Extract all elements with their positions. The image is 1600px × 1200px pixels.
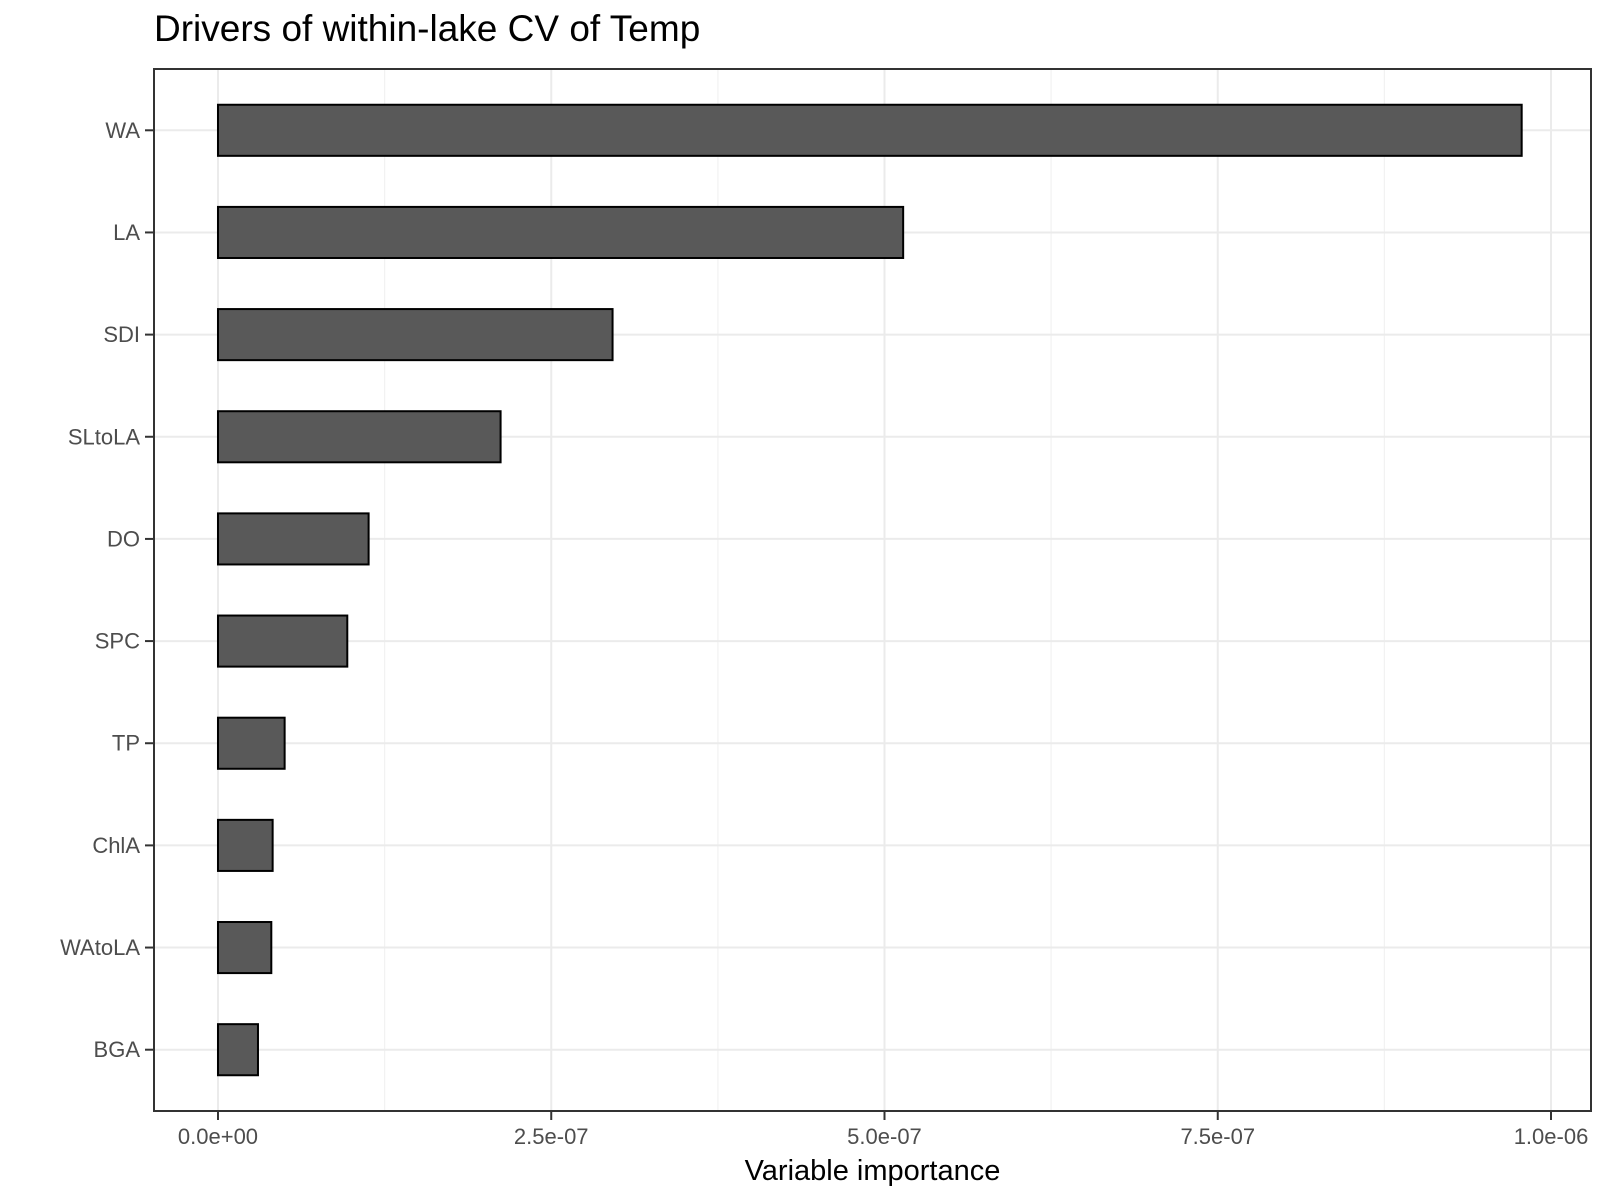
y-axis: WA LA SDI SLtoLA DO SPC TP ChlA WAtoLA BGA bbox=[60, 118, 154, 1062]
x-tick-label: 7.5e-07 bbox=[1180, 1124, 1255, 1149]
x-tick-label: 2.5e-07 bbox=[514, 1124, 589, 1149]
y-tick-label: SDI bbox=[103, 322, 140, 347]
bar-chla bbox=[216, 818, 274, 872]
bar-spc bbox=[216, 614, 349, 668]
y-tick-label: DO bbox=[107, 526, 140, 551]
x-axis-title: Variable importance bbox=[745, 1155, 1001, 1187]
y-tick-label: LA bbox=[113, 220, 140, 245]
y-tick-label: BGA bbox=[94, 1037, 141, 1062]
bar-la bbox=[216, 205, 905, 259]
bar-tp bbox=[216, 716, 286, 770]
bar-sltola bbox=[216, 410, 502, 464]
panel-border bbox=[153, 68, 1592, 1112]
bar-layer bbox=[216, 103, 1523, 1077]
y-tick-label: SLtoLA bbox=[68, 424, 140, 449]
x-tick-label: 0.0e+00 bbox=[178, 1124, 258, 1149]
y-tick-label: WA bbox=[105, 118, 140, 143]
bar-wa bbox=[216, 103, 1523, 157]
x-tick-label: 1.0e-06 bbox=[1514, 1124, 1589, 1149]
x-axis: 0.0e+00 2.5e-07 5.0e-07 7.5e-07 1.0e-06 bbox=[178, 1111, 1588, 1149]
bar-watola bbox=[216, 921, 273, 975]
x-tick-label: 5.0e-07 bbox=[847, 1124, 922, 1149]
y-tick-label: TP bbox=[112, 731, 140, 756]
bar-sdi bbox=[216, 308, 614, 362]
chart-title: Drivers of within-lake CV of Temp bbox=[154, 8, 701, 49]
y-tick-label: WAtoLA bbox=[60, 935, 140, 960]
y-tick-label: ChlA bbox=[92, 833, 140, 858]
bar-do bbox=[216, 512, 370, 566]
bar-bga bbox=[216, 1023, 259, 1077]
y-tick-label: SPC bbox=[95, 629, 140, 654]
